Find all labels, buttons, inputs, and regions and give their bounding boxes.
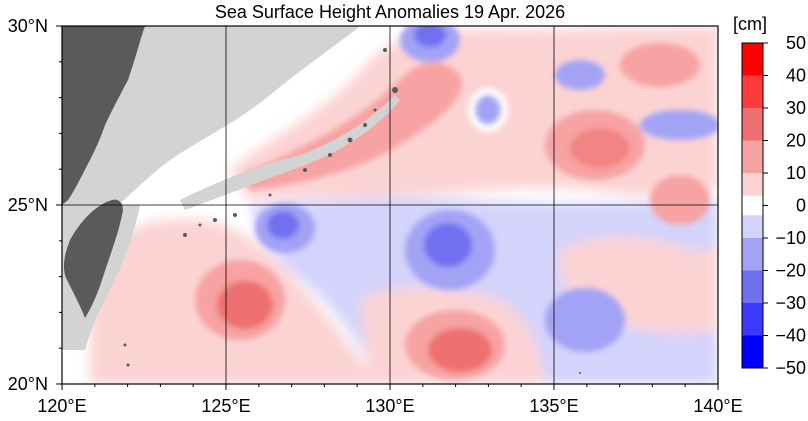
- island: [123, 343, 127, 347]
- x-tick-label-125: 125°E: [201, 396, 250, 416]
- land-china-mainland: [62, 26, 145, 205]
- island: [383, 48, 387, 52]
- colorbar-tick-label: −30: [775, 293, 806, 313]
- colorbar-tick-label: 50: [786, 33, 806, 53]
- colorbar-tick-label: 0: [796, 196, 806, 216]
- colorbar-ticks: 50 40 30 20 10 0 −10 −20 −30 −40 −50: [763, 33, 806, 378]
- island: [183, 233, 187, 237]
- colorbar-segment: [742, 173, 763, 196]
- x-tick-label-130: 130°E: [365, 396, 414, 416]
- colorbar-tick-label: 30: [786, 98, 806, 118]
- island: [268, 193, 272, 197]
- island: [392, 87, 398, 93]
- eddies: [195, 26, 718, 380]
- eddy-negative-northeast: [555, 60, 605, 90]
- colorbar-tick-label: −20: [775, 261, 806, 281]
- ryukyu-islands: [123, 48, 581, 374]
- eddy-positive-northeast-inner: [570, 128, 630, 168]
- colorbar-segment: [742, 238, 763, 271]
- island: [373, 108, 377, 112]
- island: [363, 123, 367, 127]
- shelf-mask-northwest: [62, 26, 360, 205]
- map-title: Sea Surface Height Anomalies 19 Apr. 202…: [215, 2, 565, 22]
- colorbar-segment: [742, 303, 763, 336]
- land-taiwan: [63, 199, 123, 318]
- map-ticks: [56, 25, 719, 390]
- colorbar: [cm] 50 40 30 20 10 0 −10 −20 −30 −40 −50: [733, 14, 806, 378]
- eddy-positive-far-northeast: [620, 43, 700, 87]
- y-tick-label-20: 20°N: [8, 374, 48, 394]
- eddy-negative-east-band: [640, 110, 718, 140]
- island: [303, 168, 307, 172]
- eddy-positive-east-small: [650, 175, 710, 225]
- island: [213, 218, 217, 222]
- colorbar-tick-label: 40: [786, 66, 806, 86]
- colorbar-segment: [742, 108, 763, 141]
- eddy-negative-center-inner: [424, 223, 472, 267]
- island: [328, 153, 332, 157]
- eddy-positive-southwest-inner: [217, 281, 273, 329]
- island: [198, 223, 202, 227]
- y-tick-label-30: 30°N: [8, 16, 48, 36]
- colorbar-tick-label: −10: [775, 228, 806, 248]
- island: [347, 137, 353, 143]
- colorbar-segment: [742, 43, 763, 76]
- shelf-mask-ryukyu-streak: [180, 95, 400, 210]
- eddy-negative-west-inner: [267, 211, 299, 239]
- y-tick-label-25: 25°N: [8, 195, 48, 215]
- island: [126, 363, 130, 367]
- colorbar-segment: [742, 140, 763, 173]
- eddy-positive-south-inner: [428, 328, 492, 372]
- graticule: [62, 26, 718, 384]
- island: [233, 213, 237, 217]
- colorbar-unit-label: [cm]: [733, 14, 767, 34]
- colorbar-segment: [742, 215, 763, 238]
- colorbar-segment: [742, 75, 763, 108]
- eddy-negative-small: [475, 95, 501, 125]
- colorbar-tick-label: −50: [775, 358, 806, 378]
- island: [579, 372, 581, 374]
- eddy-negative-southeast: [545, 288, 625, 352]
- land: [62, 26, 145, 318]
- map-plot-area: [62, 26, 718, 384]
- colorbar-segments: [742, 43, 763, 368]
- colorbar-tick-label: 10: [786, 163, 806, 183]
- colorbar-segment: [742, 195, 763, 216]
- colorbar-segment: [742, 335, 763, 368]
- x-tick-label-140: 140°E: [693, 396, 742, 416]
- colorbar-segment: [742, 270, 763, 303]
- x-tick-label-120: 120°E: [37, 396, 86, 416]
- colorbar-tick-label: 20: [786, 131, 806, 151]
- colorbar-tick-label: −40: [775, 326, 806, 346]
- x-tick-label-135: 135°E: [529, 396, 578, 416]
- eddy-negative-north-inner: [414, 26, 446, 47]
